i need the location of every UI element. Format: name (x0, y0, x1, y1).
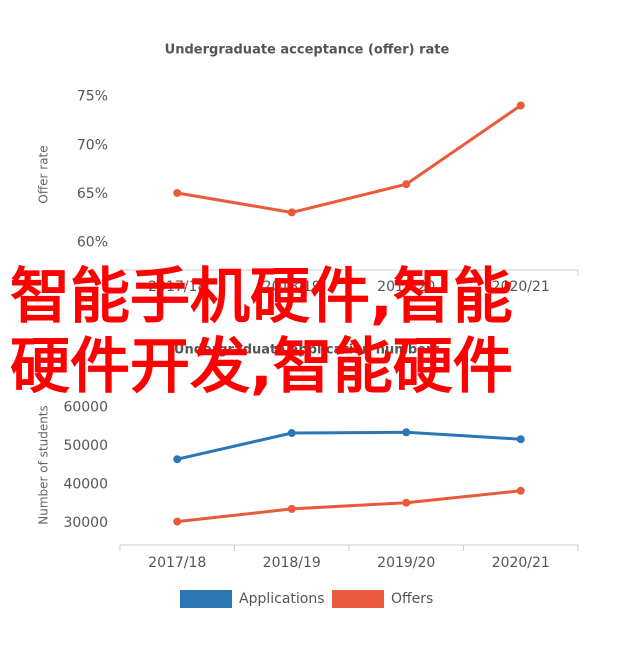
legend-swatch (180, 590, 232, 608)
x-tick-label: 2018/19 (263, 555, 321, 571)
y-tick-label: 50000 (63, 438, 108, 454)
overlay-line: 智能手机硬件,智能 (10, 262, 513, 332)
series-line (176, 104, 522, 214)
point (287, 208, 296, 217)
point (516, 435, 525, 444)
x-tick-label: 2017/18 (148, 555, 206, 571)
x-tick-label: 2020/21 (492, 555, 550, 571)
y-tick-label: 60% (77, 235, 108, 251)
x-tick-label: 2018/19 (263, 279, 321, 295)
point (173, 517, 182, 526)
point (287, 504, 296, 513)
point (516, 101, 525, 110)
chart-title: Undergraduate application numbers (174, 343, 440, 358)
x-tick-label: 2019/20 (377, 279, 435, 295)
y-axis-title: Offer rate (37, 145, 51, 203)
y-tick-label: 40000 (63, 476, 108, 492)
x-tick-label: 2019/20 (377, 555, 435, 571)
series-line (177, 489, 521, 524)
legend-swatch (332, 590, 384, 608)
point (287, 429, 296, 438)
legend-label: Applications (239, 591, 325, 607)
series-line (176, 430, 521, 461)
point (402, 180, 411, 189)
y-tick-label: 65% (77, 186, 108, 202)
x-tick-label: 2020/21 (492, 279, 550, 295)
y-tick-label: 30000 (63, 515, 108, 531)
legend-label: Offers (391, 591, 433, 607)
overlay-text: 智能手机硬件,智能 硬件开发,智能硬件 (10, 262, 620, 402)
overlay-line: 硬件开发,智能硬件 (10, 332, 513, 402)
point (173, 188, 182, 197)
y-axis-title: Number of students (37, 405, 51, 525)
y-tick-label: 70% (77, 137, 108, 153)
point (516, 486, 525, 495)
y-tick-label: 60000 (63, 399, 108, 415)
point (402, 498, 411, 507)
point (402, 428, 411, 437)
y-tick-label: 75% (77, 89, 108, 105)
point (173, 455, 182, 464)
x-tick-label: 2017/18 (148, 279, 206, 295)
chart-title: Undergraduate acceptance (offer) rate (165, 43, 450, 58)
